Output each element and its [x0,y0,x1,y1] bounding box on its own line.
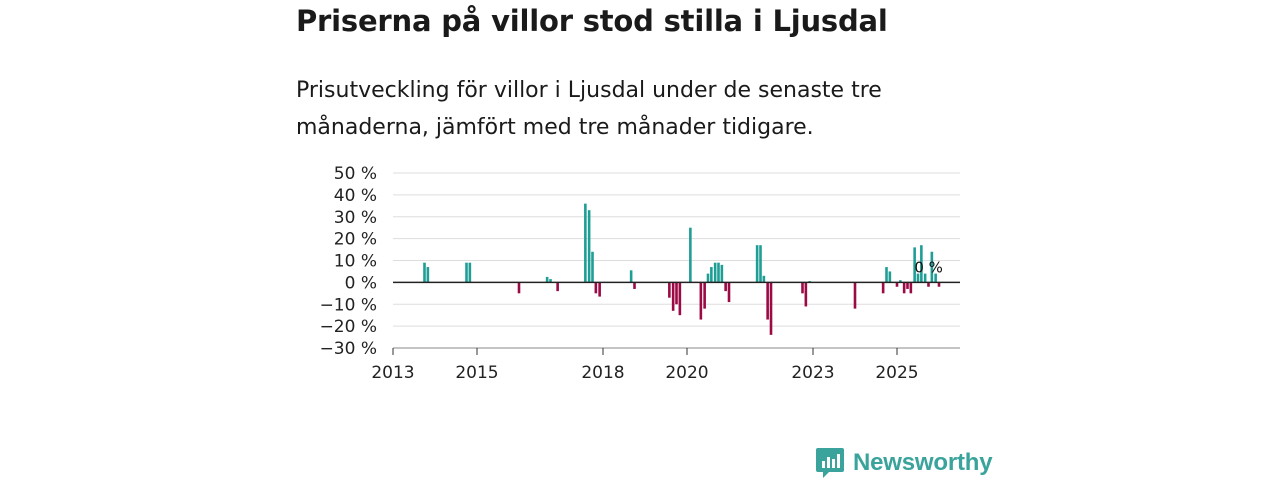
bar [906,282,909,289]
chart-subtitle: Prisutveckling för villor i Ljusdal unde… [296,78,882,140]
bars [423,203,941,335]
x-tick-label: 2025 [875,363,918,383]
bar [426,267,430,283]
newsworthy-logo-icon [816,448,844,478]
bar [598,282,601,297]
bar [916,273,920,283]
y-tick-label: 30 % [334,208,377,228]
y-tick-label: 40 % [334,186,377,206]
bar [888,271,892,283]
bar [706,273,710,283]
axes [392,281,960,355]
bar [934,273,937,283]
y-tick-label: 0 % [345,273,377,293]
x-tick-label: 2023 [791,363,834,383]
gridlines [393,172,960,349]
y-tick-label: −10 % [320,295,377,315]
x-tick-label: 2018 [581,363,624,383]
brand: Newsworthy [815,446,993,480]
bar [881,282,885,294]
bar [717,262,720,283]
bar [853,282,857,309]
bar [920,245,923,283]
bar [759,245,762,283]
brand-name: Newsworthy [853,449,993,476]
bar [766,282,769,320]
bar [710,267,713,283]
bar [517,282,521,294]
bar [549,279,552,283]
bar [895,282,899,287]
bar [668,282,671,298]
bar [689,227,692,283]
bar [591,251,594,283]
chart-title: Priserna på villor stod stilla i Ljusdal [296,4,888,38]
bar [804,282,808,307]
bar [755,245,759,283]
bar [633,282,636,289]
bar [675,282,678,305]
bar [923,273,927,283]
bar [671,282,675,311]
bar [762,275,766,283]
bar [720,264,724,283]
bar [902,282,906,294]
bar [629,270,633,283]
bar [465,262,468,283]
bar [545,276,549,283]
last-value-label: 0 % [914,258,943,276]
bar [909,282,913,294]
y-axis-labels: −30 %−20 %−10 %0 %10 %20 %30 %40 %50 % [320,164,377,359]
x-tick-label: 2020 [665,363,708,383]
annotations: 0 % [914,258,943,276]
bar [556,282,559,292]
y-tick-label: 10 % [334,252,377,272]
y-tick-label: −20 % [320,317,377,337]
bar [699,282,703,320]
bar [678,282,682,316]
bar [930,251,934,283]
bar [937,282,941,287]
x-tick-label: 2015 [455,363,498,383]
x-axis-labels: 2013 2015 2018 2020 2023 2025 [371,363,918,383]
bar [703,282,706,309]
bar [468,262,472,283]
bar [594,282,598,294]
y-tick-label: −30 % [320,339,377,359]
bar [801,282,804,294]
bar [724,282,727,292]
y-tick-label: 50 % [334,164,377,184]
bar [587,210,591,283]
bar [899,280,902,283]
bar [913,247,916,283]
x-tick-label: 2013 [371,363,414,383]
bar [713,262,717,283]
bar [727,282,731,303]
bar [927,282,930,287]
bar [423,262,426,283]
bar [769,282,773,335]
bar [885,267,888,283]
bar [584,203,587,283]
y-tick-label: 20 % [334,230,377,250]
